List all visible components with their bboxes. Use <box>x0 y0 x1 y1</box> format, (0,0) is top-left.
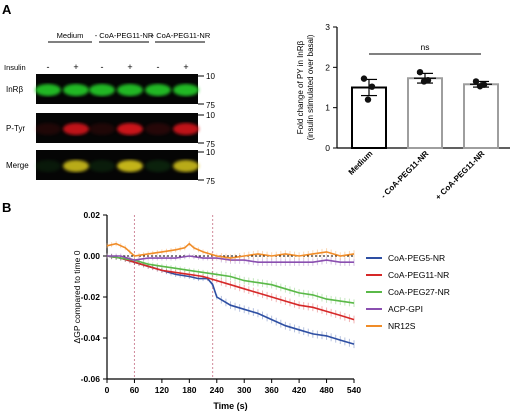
legend-label: CoA-PEG11-NR <box>388 270 449 280</box>
blot-group-label: - CoA-PEG11-NR <box>95 31 154 40</box>
blot-band <box>35 123 61 135</box>
x-tick-label: 420 <box>292 385 306 395</box>
x-tick-label: 360 <box>265 385 279 395</box>
y-tick-label: -0.06 <box>81 374 101 384</box>
legend-label: ACP-GPI <box>388 304 423 314</box>
insulin-sign: + <box>183 62 188 72</box>
x-tick-label: 300 <box>237 385 251 395</box>
blot-row-label: P-Tyr <box>6 124 25 133</box>
blot-band <box>173 123 199 135</box>
insulin-sign: - <box>47 62 50 72</box>
blot-band <box>63 160 89 172</box>
series-nr12s <box>106 241 355 262</box>
y-axis-label: ΔGP compared to time 0 <box>72 250 82 343</box>
x-axis-label: Time (s) <box>213 401 247 411</box>
x-tick-label: 120 <box>155 385 169 395</box>
x-tick-label: 0 <box>105 385 110 395</box>
legend-label: CoA-PEG27-NR <box>388 287 450 297</box>
blot-band <box>63 84 89 96</box>
blot-band <box>117 123 143 135</box>
mw-marker-label: 100 <box>206 72 215 81</box>
mw-marker-label: 100 <box>206 148 215 157</box>
series-line <box>106 255 355 321</box>
blot-band <box>173 84 199 96</box>
blot-band <box>89 84 115 96</box>
blot-band <box>35 160 61 172</box>
blot-row-label: InRβ <box>6 85 23 94</box>
blot-band <box>145 84 171 96</box>
blot-band <box>145 123 171 135</box>
blot-group: - CoA-PEG11-NR <box>95 31 154 43</box>
blot-group-label: Medium <box>57 31 84 40</box>
data-point <box>472 78 480 85</box>
data-point <box>368 83 376 90</box>
panel-label-a: A <box>2 2 12 17</box>
y-tick-label: 0.00 <box>83 251 100 261</box>
data-point <box>476 83 484 90</box>
blot-band <box>63 123 89 135</box>
x-tick-label: 480 <box>319 385 333 395</box>
x-tick-label: 540 <box>347 385 361 395</box>
western-blot-panel: A Medium - CoA-PEG11-NR+ CoA-PEG11-NR Insul… <box>2 2 215 186</box>
blot-row-inr: InRβ 100 75 <box>6 72 215 110</box>
blot-group-label: + CoA-PEG11-NR <box>150 31 211 40</box>
blot-group: Medium <box>48 31 92 43</box>
y-tick-label: -0.02 <box>81 292 101 302</box>
series-line <box>106 242 355 259</box>
x-tick-label: 60 <box>130 385 140 395</box>
y-tick-label: -0.04 <box>81 333 101 343</box>
series-line <box>106 255 355 304</box>
panel-label-b: B <box>2 200 11 215</box>
blot-band <box>89 160 115 172</box>
insulin-sign: - <box>157 62 160 72</box>
series-coa-peg5-nr <box>106 253 355 349</box>
y-axis-label-line: Fold change of PY in InRβ <box>296 40 305 134</box>
insulin-label: Insulin <box>4 63 26 72</box>
blot-band <box>89 123 115 135</box>
x-tick-label: 240 <box>210 385 224 395</box>
x-tick-label: 180 <box>182 385 196 395</box>
y-tick-label: 3 <box>325 22 330 32</box>
blot-row-ptyr: P-Tyr 100 75 <box>6 111 215 149</box>
significance-label: ns <box>421 42 430 52</box>
blot-band <box>173 160 199 172</box>
y-tick-label: 1 <box>325 103 330 113</box>
blot-band <box>35 84 61 96</box>
blot-group: + CoA-PEG11-NR <box>150 31 211 43</box>
insulin-sign: + <box>73 62 78 72</box>
blot-band <box>145 160 171 172</box>
y-tick-label: 0.02 <box>83 210 100 220</box>
mw-marker-label: 75 <box>206 140 215 149</box>
series-acp-gpi <box>106 253 355 266</box>
legend-label: NR12S <box>388 321 416 331</box>
series-line <box>107 255 354 264</box>
legend-label: CoA-PEG5-NR <box>388 253 445 263</box>
y-tick-label: 0 <box>325 143 330 153</box>
blot-row-merge: Merge 100 75 <box>6 148 215 186</box>
blot-strip <box>36 150 198 180</box>
y-tick-label: 2 <box>325 62 330 72</box>
insulin-sign: - <box>101 62 104 72</box>
y-axis-label-line: (insulin stimulated over basal) <box>306 34 315 140</box>
blot-band <box>117 160 143 172</box>
data-point <box>416 68 424 76</box>
blot-strip <box>36 74 198 104</box>
blot-row-label: Merge <box>6 161 29 170</box>
mw-marker-label: 75 <box>206 177 215 186</box>
mw-marker-label: 75 <box>206 101 215 110</box>
bar <box>407 77 443 149</box>
y-axis-label: Fold change of PY in InRβ(insulin stimul… <box>296 34 315 140</box>
blot-band <box>117 84 143 96</box>
blot-strip <box>36 113 198 143</box>
data-point <box>364 96 372 103</box>
mw-marker-label: 100 <box>206 111 215 120</box>
bar-chart: 0 1 2 3 Fold change of PY in InRβ(insulin st… <box>296 22 510 200</box>
insulin-sign: + <box>127 62 132 72</box>
series-coa-peg11-nr <box>106 253 355 324</box>
data-point <box>420 78 428 85</box>
data-point <box>360 75 368 82</box>
